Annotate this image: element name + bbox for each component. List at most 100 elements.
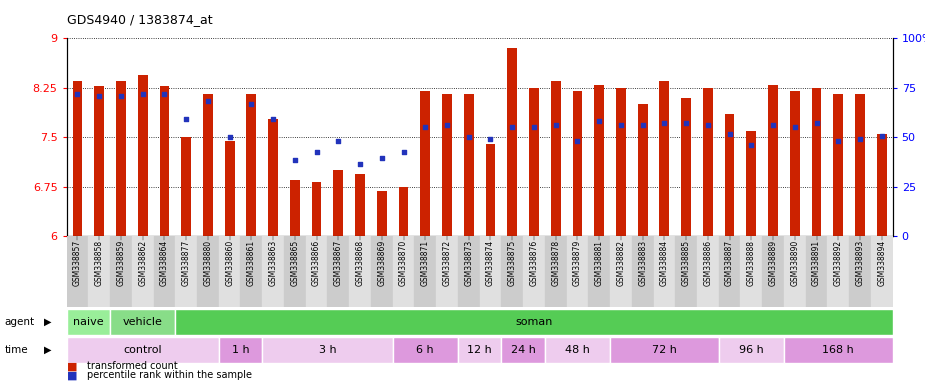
Point (179, 116, 193, 122)
Text: GDS4940 / 1383874_at: GDS4940 / 1383874_at (67, 13, 212, 26)
Text: ■: ■ (67, 361, 77, 371)
Text: GSM338870: GSM338870 (399, 240, 408, 286)
Bar (610, 337, 719, 364)
Text: GSM338865: GSM338865 (290, 240, 300, 286)
Text: GSM338889: GSM338889 (769, 240, 778, 286)
Text: 12 h: 12 h (467, 345, 492, 355)
Text: GSM338883: GSM338883 (638, 240, 648, 286)
Bar (566, 236, 588, 307)
Text: ▶: ▶ (43, 317, 51, 327)
Text: soman: soman (515, 317, 552, 327)
Text: GSM338863: GSM338863 (268, 240, 278, 286)
Point (114, 93, 129, 99)
Text: transformed count: transformed count (87, 361, 178, 371)
Bar (545, 236, 566, 307)
Point (201, 98, 216, 104)
Point (70, 91, 85, 98)
Bar (312, 182, 322, 236)
Text: 96 h: 96 h (739, 345, 764, 355)
Point (439, 122, 454, 129)
Bar (436, 236, 458, 307)
Text: 6 h: 6 h (416, 345, 434, 355)
Bar (660, 81, 670, 236)
Text: vehicle: vehicle (123, 317, 163, 327)
Point (222, 134, 237, 141)
Bar (263, 337, 392, 364)
Text: control: control (123, 345, 162, 355)
Text: 48 h: 48 h (565, 345, 590, 355)
Bar (327, 236, 349, 307)
Bar (783, 236, 806, 307)
Bar (719, 337, 783, 364)
Text: GSM338864: GSM338864 (160, 240, 169, 286)
Bar (594, 84, 604, 236)
Bar (67, 337, 218, 364)
Text: GSM338872: GSM338872 (442, 240, 451, 286)
Bar (305, 236, 327, 307)
Bar (697, 236, 719, 307)
Text: ▶: ▶ (43, 345, 51, 355)
Text: GSM338857: GSM338857 (73, 240, 82, 286)
Text: ■: ■ (67, 370, 77, 380)
Point (831, 137, 845, 144)
Point (613, 122, 628, 129)
Text: agent: agent (5, 317, 35, 327)
Point (309, 149, 324, 155)
Text: GSM338885: GSM338885 (682, 240, 691, 286)
Bar (768, 84, 778, 236)
Text: GSM338877: GSM338877 (181, 240, 191, 286)
Bar (290, 180, 300, 236)
Point (679, 120, 694, 126)
Bar (610, 236, 632, 307)
Text: GSM338867: GSM338867 (334, 240, 343, 286)
Bar (675, 236, 697, 307)
Text: 3 h: 3 h (318, 345, 337, 355)
Bar (442, 94, 452, 236)
Bar (588, 236, 610, 307)
Text: percentile rank within the sample: percentile rank within the sample (87, 370, 252, 380)
Bar (501, 236, 524, 307)
Bar (479, 236, 501, 307)
Bar (154, 236, 175, 307)
Text: GSM338884: GSM338884 (660, 240, 669, 286)
Text: GSM338886: GSM338886 (703, 240, 712, 286)
Text: GSM338861: GSM338861 (247, 240, 256, 286)
Text: 168 h: 168 h (822, 345, 854, 355)
Bar (501, 337, 545, 364)
Bar (399, 187, 409, 236)
Bar (833, 94, 844, 236)
Bar (790, 91, 800, 236)
Bar (284, 236, 305, 307)
Text: GSM338860: GSM338860 (225, 240, 234, 286)
Bar (877, 134, 887, 236)
Bar (740, 236, 762, 307)
Point (157, 91, 172, 98)
Bar (414, 236, 437, 307)
Bar (371, 236, 392, 307)
Bar (545, 337, 610, 364)
Text: GSM338876: GSM338876 (529, 240, 538, 286)
Bar (159, 86, 169, 236)
Bar (246, 94, 256, 236)
Text: GSM338858: GSM338858 (94, 240, 104, 286)
Bar (181, 137, 191, 236)
Point (462, 134, 476, 141)
Text: 24 h: 24 h (511, 345, 536, 355)
Text: 1 h: 1 h (231, 345, 250, 355)
Bar (203, 94, 213, 236)
Bar (486, 144, 496, 236)
Point (570, 137, 585, 144)
Bar (94, 86, 105, 236)
Bar (72, 81, 82, 236)
Bar (240, 236, 263, 307)
Bar (827, 236, 849, 307)
Bar (420, 91, 430, 236)
Point (700, 122, 715, 129)
Point (92, 93, 106, 99)
Text: GSM338875: GSM338875 (508, 240, 517, 286)
Bar (116, 81, 126, 236)
Point (483, 136, 498, 142)
Point (744, 142, 758, 148)
Bar (110, 309, 175, 336)
Bar (719, 236, 740, 307)
